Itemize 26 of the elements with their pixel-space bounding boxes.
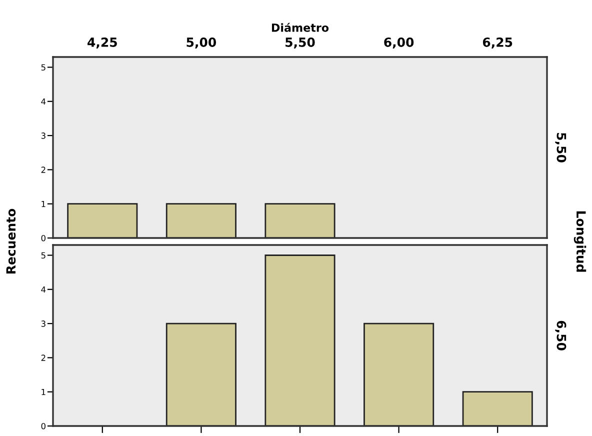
y-tick-label: 1: [42, 200, 46, 208]
y-tick-label: 3: [41, 320, 46, 327]
x-tick-label: 5,50: [286, 37, 315, 49]
x-tick-label: 5,00: [186, 37, 216, 49]
y-tick-label: 2: [41, 354, 46, 361]
y2-axis-title: 6,50: [555, 320, 566, 350]
text: Recuento: [6, 208, 16, 274]
x-tick-label: 6,00: [384, 37, 414, 49]
y-tick-label: 0: [41, 422, 46, 430]
y-tick-label: 4: [41, 98, 46, 105]
y2-axis-title: 5,50: [555, 133, 566, 162]
bar: [462, 391, 533, 426]
y-tick-label: 3: [41, 132, 46, 139]
bar: [364, 322, 434, 426]
x-tick-label: 6,25: [482, 37, 512, 49]
y-tick-label: 0: [41, 234, 46, 242]
text: Longitud: [574, 211, 586, 272]
y-tick-label: 5: [41, 64, 46, 71]
bar: [166, 322, 236, 426]
x-tick-label: 4,25: [88, 37, 117, 49]
y-tick-label: 2: [41, 166, 46, 173]
x-axis-title: Diámetro: [272, 22, 329, 32]
y-tick-label: 4: [41, 286, 46, 293]
bar: [264, 254, 336, 426]
y-tick-label: 5: [41, 252, 46, 259]
y-tick-label: 1: [42, 388, 46, 396]
